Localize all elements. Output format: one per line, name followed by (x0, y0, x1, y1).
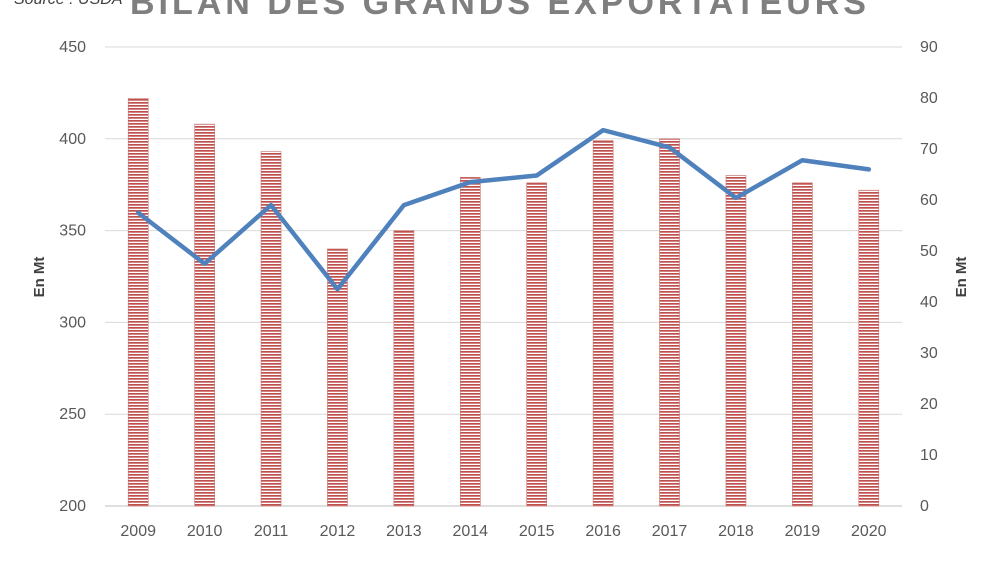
y-axis-label: En Mt (31, 257, 48, 298)
y2-tick-label: 80 (920, 90, 938, 107)
y-tick-label: 450 (59, 39, 86, 56)
bar (260, 151, 282, 507)
y2-tick-label: 0 (920, 498, 929, 515)
x-tick-label: 2015 (519, 523, 555, 540)
x-tick-label: 2017 (652, 523, 688, 540)
x-tick-label: 2013 (386, 523, 422, 540)
bar (459, 177, 481, 507)
bar (858, 189, 880, 507)
bar (592, 140, 614, 507)
y2-tick-label: 30 (920, 345, 938, 362)
y-tick-label: 250 (59, 406, 86, 423)
y2-tick-label: 20 (920, 396, 938, 413)
source-note: Source : USDA (14, 0, 122, 9)
y-tick-label: 300 (59, 314, 86, 331)
x-tick-label: 2011 (254, 523, 289, 540)
bar (327, 248, 348, 507)
x-tick-label: 2012 (320, 523, 356, 540)
y2-tick-label: 40 (920, 294, 938, 311)
y2-axis-label: En Mt (953, 257, 970, 298)
x-tick-label: 2010 (187, 523, 223, 540)
chart-title: BILAN DES GRANDS EXPORTATEURS (129, 0, 870, 22)
bar (526, 182, 548, 507)
x-tick-label: 2014 (452, 523, 488, 540)
y2-tick-label: 50 (920, 243, 938, 260)
line-path (135, 127, 872, 292)
bar (393, 230, 415, 507)
y2-tick-label: 70 (920, 141, 938, 158)
bar (659, 138, 680, 507)
line-series (135, 127, 872, 292)
y-tick-label: 400 (59, 131, 86, 148)
x-tick-label: 2018 (718, 523, 754, 540)
y-tick-label: 350 (59, 223, 86, 240)
y2-tick-label: 60 (920, 192, 938, 209)
x-tick-label: 2009 (120, 523, 156, 540)
y2-tick-label: 90 (920, 39, 938, 56)
bar (127, 98, 149, 507)
bar (792, 182, 813, 507)
x-tick-label: 2016 (585, 523, 621, 540)
x-tick-label: 2019 (785, 523, 821, 540)
bar (725, 175, 747, 507)
x-tick-label: 2020 (851, 523, 887, 540)
y-tick-label: 200 (59, 498, 86, 515)
bar (194, 123, 215, 507)
tick-labels: 200 250 300 350 400 450 0 10 20 30 40 50 60 70 80 90 200… (31, 39, 970, 540)
y2-tick-label: 10 (920, 447, 938, 464)
bars (127, 98, 880, 507)
gridlines (105, 46, 902, 507)
